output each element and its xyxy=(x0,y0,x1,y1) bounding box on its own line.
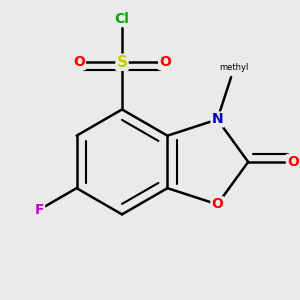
Text: O: O xyxy=(287,155,299,169)
Text: F: F xyxy=(34,203,44,217)
Text: Cl: Cl xyxy=(115,12,129,26)
Text: O: O xyxy=(159,55,171,69)
Text: O: O xyxy=(73,55,85,69)
Text: S: S xyxy=(116,55,128,70)
Text: methyl: methyl xyxy=(219,64,249,73)
Text: O: O xyxy=(212,197,223,212)
Text: N: N xyxy=(212,112,223,127)
